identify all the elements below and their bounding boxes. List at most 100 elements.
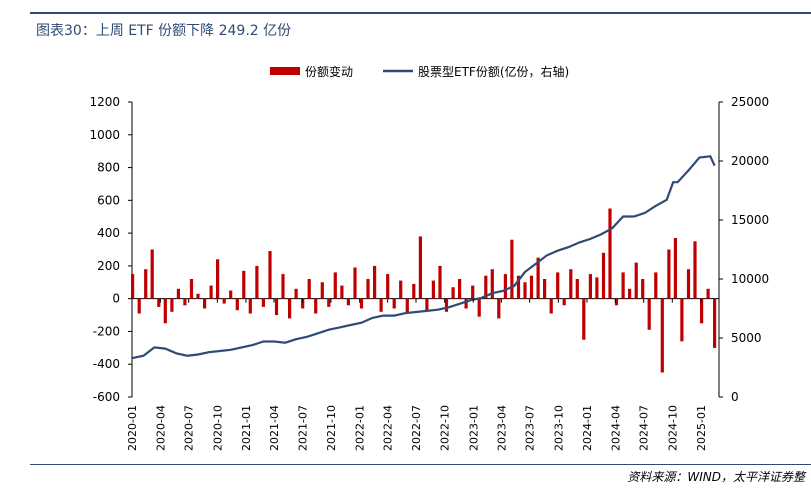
bar [444, 298, 449, 312]
bar [510, 239, 514, 299]
x-tick-label: 2024-10 [666, 405, 679, 451]
bar [268, 251, 272, 299]
bar [529, 275, 534, 299]
x-tick-label: 2025-01 [695, 405, 708, 451]
bar [588, 274, 592, 299]
bar [281, 274, 285, 299]
bar [301, 298, 305, 309]
y-left-tick-label: 400 [97, 226, 120, 240]
bar [157, 298, 161, 307]
bar [680, 298, 684, 342]
bar [608, 208, 612, 299]
bar [654, 272, 658, 299]
x-tick-label: 2024-01 [581, 405, 594, 451]
bar [686, 269, 691, 299]
bar [634, 262, 638, 299]
bar [556, 272, 560, 299]
bar [366, 279, 370, 299]
bar [713, 298, 717, 348]
bar [327, 298, 331, 307]
bar [229, 290, 233, 299]
x-tick-label: 2024-07 [638, 405, 651, 451]
x-tick-label: 2023-01 [467, 405, 480, 451]
bar [150, 249, 154, 299]
bar [379, 298, 383, 312]
bar [575, 279, 579, 299]
x-tick-label: 2020-01 [126, 405, 139, 451]
bar [503, 274, 507, 299]
bar [693, 241, 697, 299]
top-rule [30, 12, 811, 14]
bar [274, 298, 279, 316]
bottom-rule [30, 464, 811, 465]
x-tick-label: 2021-07 [296, 405, 309, 451]
bar [673, 238, 677, 299]
legend-line-label: 股票型ETF份额(亿份，右轴) [418, 64, 569, 79]
bar [431, 280, 435, 299]
bar [412, 283, 416, 299]
bar [451, 287, 455, 299]
bar [216, 259, 220, 299]
bar [307, 279, 311, 299]
bar [418, 236, 422, 299]
legend-bar-swatch [270, 67, 300, 75]
bar [523, 282, 527, 299]
x-tick-label: 2023-10 [552, 405, 565, 451]
x-tick-label: 2021-01 [240, 405, 253, 451]
bar [660, 298, 664, 373]
bar [235, 298, 239, 311]
bar [314, 298, 318, 314]
bar [209, 285, 213, 299]
x-tick-label: 2020-10 [211, 405, 224, 451]
x-tick-label: 2024-04 [609, 405, 622, 451]
x-tick-label: 2023-07 [524, 405, 537, 451]
y-right-tick-label: 0 [731, 390, 739, 404]
bar-series [131, 208, 717, 373]
y-right-tick-label: 25000 [731, 95, 769, 109]
bar [392, 298, 396, 309]
bar [614, 298, 619, 306]
source-note: 资料来源：WIND，太平洋证券整 [627, 470, 805, 484]
x-tick-label: 2021-10 [325, 405, 338, 451]
bar [549, 298, 553, 314]
y-right-tick-label: 5000 [731, 331, 762, 345]
bar [621, 272, 625, 299]
y-left-tick-label: 0 [112, 292, 120, 306]
bar [490, 269, 494, 299]
bar [497, 298, 501, 319]
legend: 份额变动 股票型ETF份额(亿份，右轴) [270, 64, 569, 79]
bar [595, 277, 599, 299]
bar [405, 298, 409, 314]
x-tick-label: 2022-01 [354, 405, 367, 451]
y-left-tick-label: -400 [93, 357, 120, 371]
bar [373, 265, 377, 299]
y-left-tick-label: 1200 [89, 95, 120, 109]
bar [203, 298, 207, 309]
bar [131, 274, 135, 299]
x-tick-label: 2023-04 [495, 405, 508, 451]
bar [425, 298, 429, 311]
bar [261, 298, 265, 307]
bar [569, 269, 573, 299]
y-right-tick-label: 10000 [731, 272, 769, 286]
bar [667, 249, 671, 299]
bar [700, 298, 704, 324]
bar [196, 293, 200, 299]
bar [536, 257, 540, 299]
bar [543, 279, 547, 299]
bar [248, 298, 252, 314]
bar [340, 285, 344, 299]
y-left-tick-label: 800 [97, 161, 120, 175]
bar [255, 265, 259, 299]
line-series [132, 155, 716, 360]
x-tick-label: 2022-04 [382, 405, 395, 451]
bar [176, 288, 180, 299]
x-tick-label: 2021-04 [268, 405, 281, 451]
bar [516, 275, 521, 299]
bar [601, 252, 606, 299]
bar [320, 282, 324, 299]
bar [628, 288, 632, 299]
bar [647, 298, 651, 330]
bar [242, 270, 246, 299]
bar [353, 267, 357, 299]
